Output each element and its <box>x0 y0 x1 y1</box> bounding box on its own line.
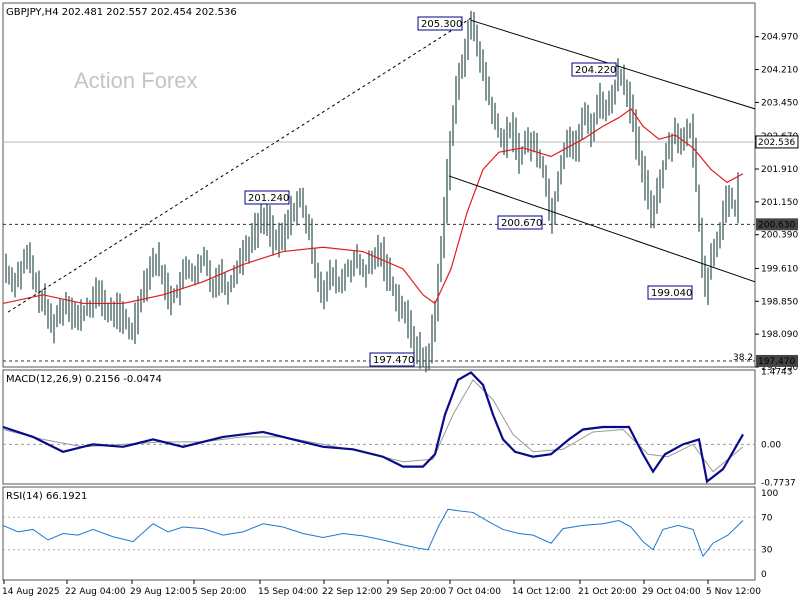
rsi-tick-label: 100 <box>761 489 778 499</box>
price-panel <box>2 2 756 368</box>
price-tick-label: 204.210 <box>761 66 798 76</box>
price-annotation-label: 201.240 <box>248 193 289 204</box>
level-tag-label: 197.470 <box>758 357 795 367</box>
x-tick-label: 14 Aug 2025 <box>2 587 60 597</box>
price-tick-label: 203.450 <box>761 98 798 108</box>
macd-main <box>2 371 744 484</box>
x-tick-label: 29 Oct 04:00 <box>642 587 701 597</box>
x-tick-label: 22 Sep 12:00 <box>322 587 382 597</box>
price-tick-label: 201.150 <box>761 198 798 208</box>
macd-signal <box>2 379 744 473</box>
price-tick-label: 198.850 <box>761 297 798 307</box>
x-tick-label: 7 Oct 04:00 <box>448 587 501 597</box>
current-price-tag <box>755 135 799 149</box>
x-tick-label: 21 Oct 20:00 <box>578 587 637 597</box>
price-tick-label: 201.910 <box>761 165 798 175</box>
x-tick-label: 22 Aug 04:00 <box>65 587 126 597</box>
current-price-label: 202.536 <box>758 138 795 148</box>
price-annotation-label: 199.040 <box>651 288 692 299</box>
price-annotation <box>647 285 693 300</box>
trendline <box>448 175 756 283</box>
level-tag-label: 200.630 <box>758 220 795 230</box>
rsi-tick-label: 0 <box>761 570 767 580</box>
watermark: Action Forex <box>74 68 198 93</box>
macd-label: MACD(12,26,9) 0.2156 -0.0474 <box>6 374 162 385</box>
x-tick-label: 5 Sep 20:00 <box>192 587 247 597</box>
level-tag <box>756 354 798 367</box>
price-annotation <box>244 190 290 205</box>
price-tick-label: 200.390 <box>761 231 798 241</box>
price-annotation <box>417 16 463 31</box>
price-annotation-label: 197.470 <box>373 355 414 366</box>
price-annotation <box>571 62 617 77</box>
rsi-line <box>2 508 744 558</box>
price-tick-label: 204.970 <box>761 33 798 43</box>
price-tick-label: 197.330 <box>761 363 798 373</box>
rsi-tick-label: 70 <box>761 513 773 523</box>
x-tick-label: 5 Nov 12:00 <box>706 587 761 597</box>
x-tick-label: 29 Sep 20:00 <box>386 587 446 597</box>
x-tick-label: 14 Oct 12:00 <box>512 587 571 597</box>
macd-panel <box>2 369 756 485</box>
price-annotation-label: 200.670 <box>501 218 542 229</box>
price-tick-label: 198.090 <box>761 330 798 340</box>
macd-tick-label: 1.4743 <box>761 367 793 377</box>
trendline <box>7 17 472 313</box>
rsi-panel <box>2 486 756 581</box>
x-tick-label: 15 Sep 04:00 <box>258 587 318 597</box>
price-tick-label: 199.610 <box>761 264 798 274</box>
moving-average <box>2 108 744 305</box>
fib-label: 38.2 <box>733 353 753 363</box>
price-annotation <box>369 352 415 367</box>
price-annotation-label: 204.220 <box>575 65 616 76</box>
price-annotation-label: 205.300 <box>421 19 462 30</box>
macd-tick-label: -0.7737 <box>761 479 796 489</box>
rsi-label: RSI(14) 66.1921 <box>6 491 87 502</box>
price-annotation <box>497 215 543 230</box>
level-tag <box>756 218 798 231</box>
rsi-tick-label: 30 <box>761 546 773 556</box>
x-tick-label: 29 Aug 12:00 <box>130 587 191 597</box>
macd-tick-label: 0.00 <box>761 440 781 450</box>
symbol-label: GBPJPY,H4 202.481 202.557 202.454 202.53… <box>6 7 237 18</box>
